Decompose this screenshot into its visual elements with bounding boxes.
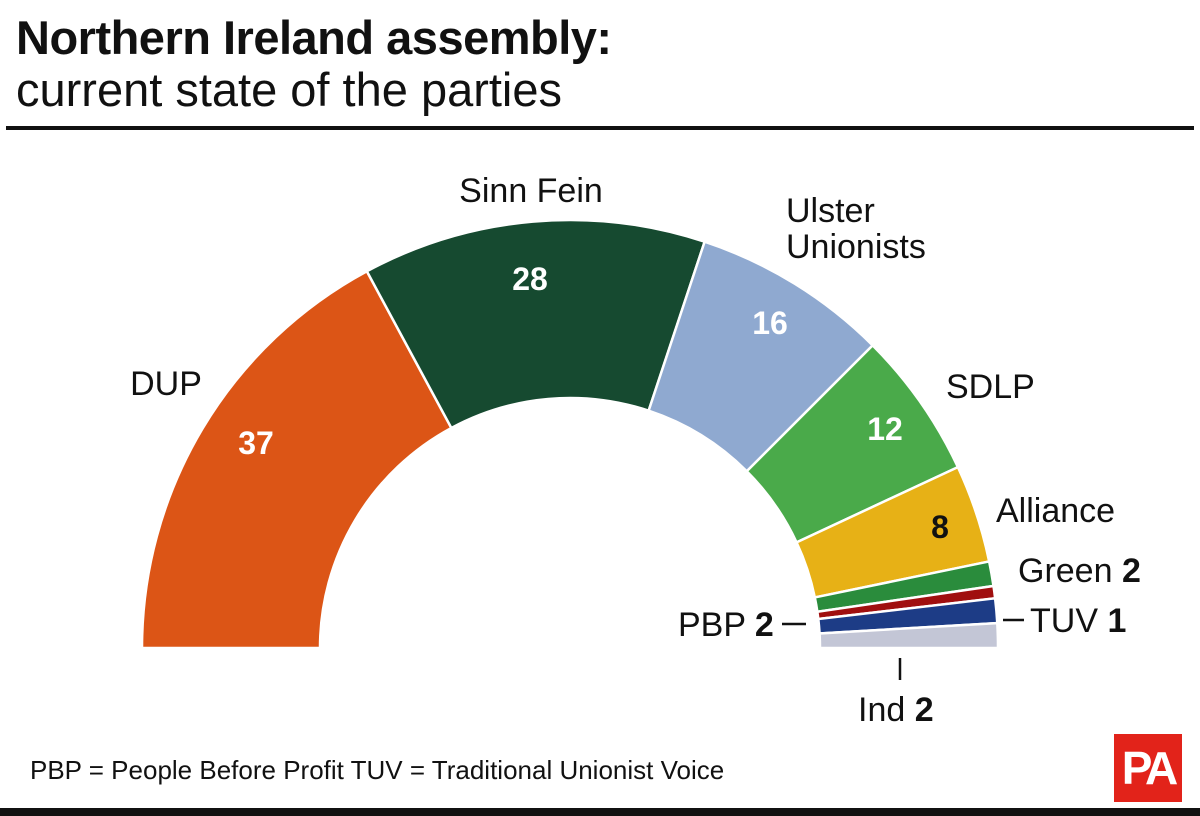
party-label-dup: DUP — [130, 365, 202, 403]
party-label-sdlp: SDLP — [946, 368, 1035, 406]
party-label-ind: Ind 2 — [858, 691, 934, 729]
segments — [140, 218, 1000, 650]
party-label-tuv: TUV 1 — [1030, 602, 1126, 640]
value-label-sdlp: 12 — [867, 411, 903, 447]
party-label-sinn-fein: Sinn Fein — [459, 172, 603, 210]
title-divider — [6, 126, 1194, 130]
segment-dup — [140, 269, 454, 650]
party-label-pbp: PBP 2 — [678, 606, 774, 644]
value-label-sinn-fein: 28 — [512, 261, 548, 297]
party-label-ulster-unionists: Unionists — [786, 228, 926, 266]
value-label-dup: 37 — [238, 425, 274, 461]
footnote: PBP = People Before Profit TUV = Traditi… — [30, 755, 725, 785]
party-label-green: Green 2 — [1018, 552, 1141, 590]
bottom-divider — [0, 808, 1200, 816]
value-label-ulster-unionists: 16 — [752, 305, 788, 341]
value-label-alliance: 8 — [931, 509, 949, 545]
party-label-alliance: Alliance — [996, 492, 1115, 530]
chart-title: Northern Ireland assembly: — [16, 11, 612, 64]
segment-sinn-fein — [365, 218, 707, 430]
segment-ind — [818, 621, 1000, 650]
chart-subtitle: current state of the parties — [16, 63, 563, 116]
pa-logo: PA — [1114, 734, 1182, 802]
party-label-ulster-unionists: Ulster — [786, 192, 875, 230]
